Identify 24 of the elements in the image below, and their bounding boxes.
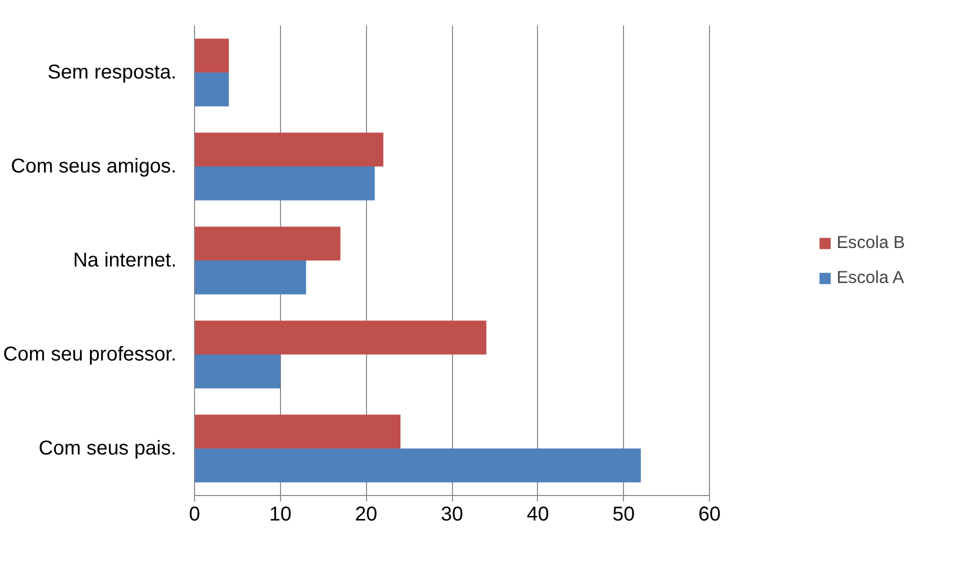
x-tick-label: 40 <box>526 504 549 526</box>
x-tick-label: 0 <box>188 504 200 526</box>
bar <box>194 354 280 388</box>
bar <box>194 320 486 354</box>
legend-label: Escola B <box>836 232 905 253</box>
bar <box>194 38 229 72</box>
bar <box>194 72 229 106</box>
bar <box>194 166 375 200</box>
y-tick-label: Com seu professor. <box>3 344 177 366</box>
bar <box>194 448 641 482</box>
x-tick-label: 50 <box>612 504 635 526</box>
y-tick-label: Sem resposta. <box>48 62 177 84</box>
bar <box>194 260 306 294</box>
y-tick-label: Na internet. <box>73 250 176 272</box>
x-tick-label: 10 <box>269 504 292 526</box>
bar <box>194 226 340 260</box>
bar <box>194 132 384 166</box>
bar <box>194 414 400 448</box>
y-tick-label: Com seus pais. <box>38 438 177 460</box>
x-tick-label: 30 <box>440 504 464 526</box>
legend-label: Escola A <box>836 267 904 288</box>
x-tick-label: 20 <box>355 504 378 526</box>
x-tick-label: 60 <box>698 504 721 526</box>
y-tick-label: Com seus amigos. <box>10 156 177 178</box>
